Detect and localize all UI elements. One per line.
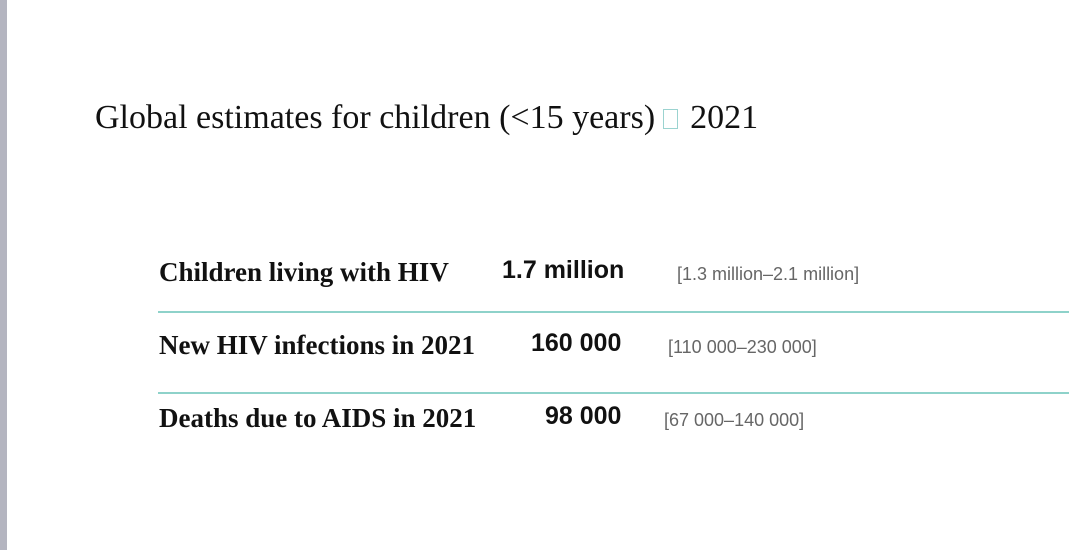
row-divider (158, 392, 1069, 394)
title-year: 2021 (690, 99, 759, 136)
stat-range: [67 000–140 000] (664, 410, 805, 430)
stat-label: New HIV infections in 2021 (159, 330, 476, 360)
title-text: Global estimates for children (<15 years… (95, 99, 656, 136)
page-title: Global estimates for children (<15 years… (95, 98, 758, 138)
stat-value: 98 000 (545, 402, 622, 430)
missing-glyph-icon (663, 109, 679, 129)
stat-value: 1.7 million (502, 256, 625, 284)
stat-value: 160 000 (531, 329, 622, 357)
stat-label: Children living with HIV (159, 257, 449, 287)
stat-range: [110 000–230 000] (668, 337, 817, 357)
stat-label: Deaths due to AIDS in 2021 (159, 403, 477, 433)
stat-range: [1.3 million–2.1 million] (677, 264, 860, 284)
row-divider (158, 311, 1069, 313)
left-edge-bar (0, 0, 7, 550)
